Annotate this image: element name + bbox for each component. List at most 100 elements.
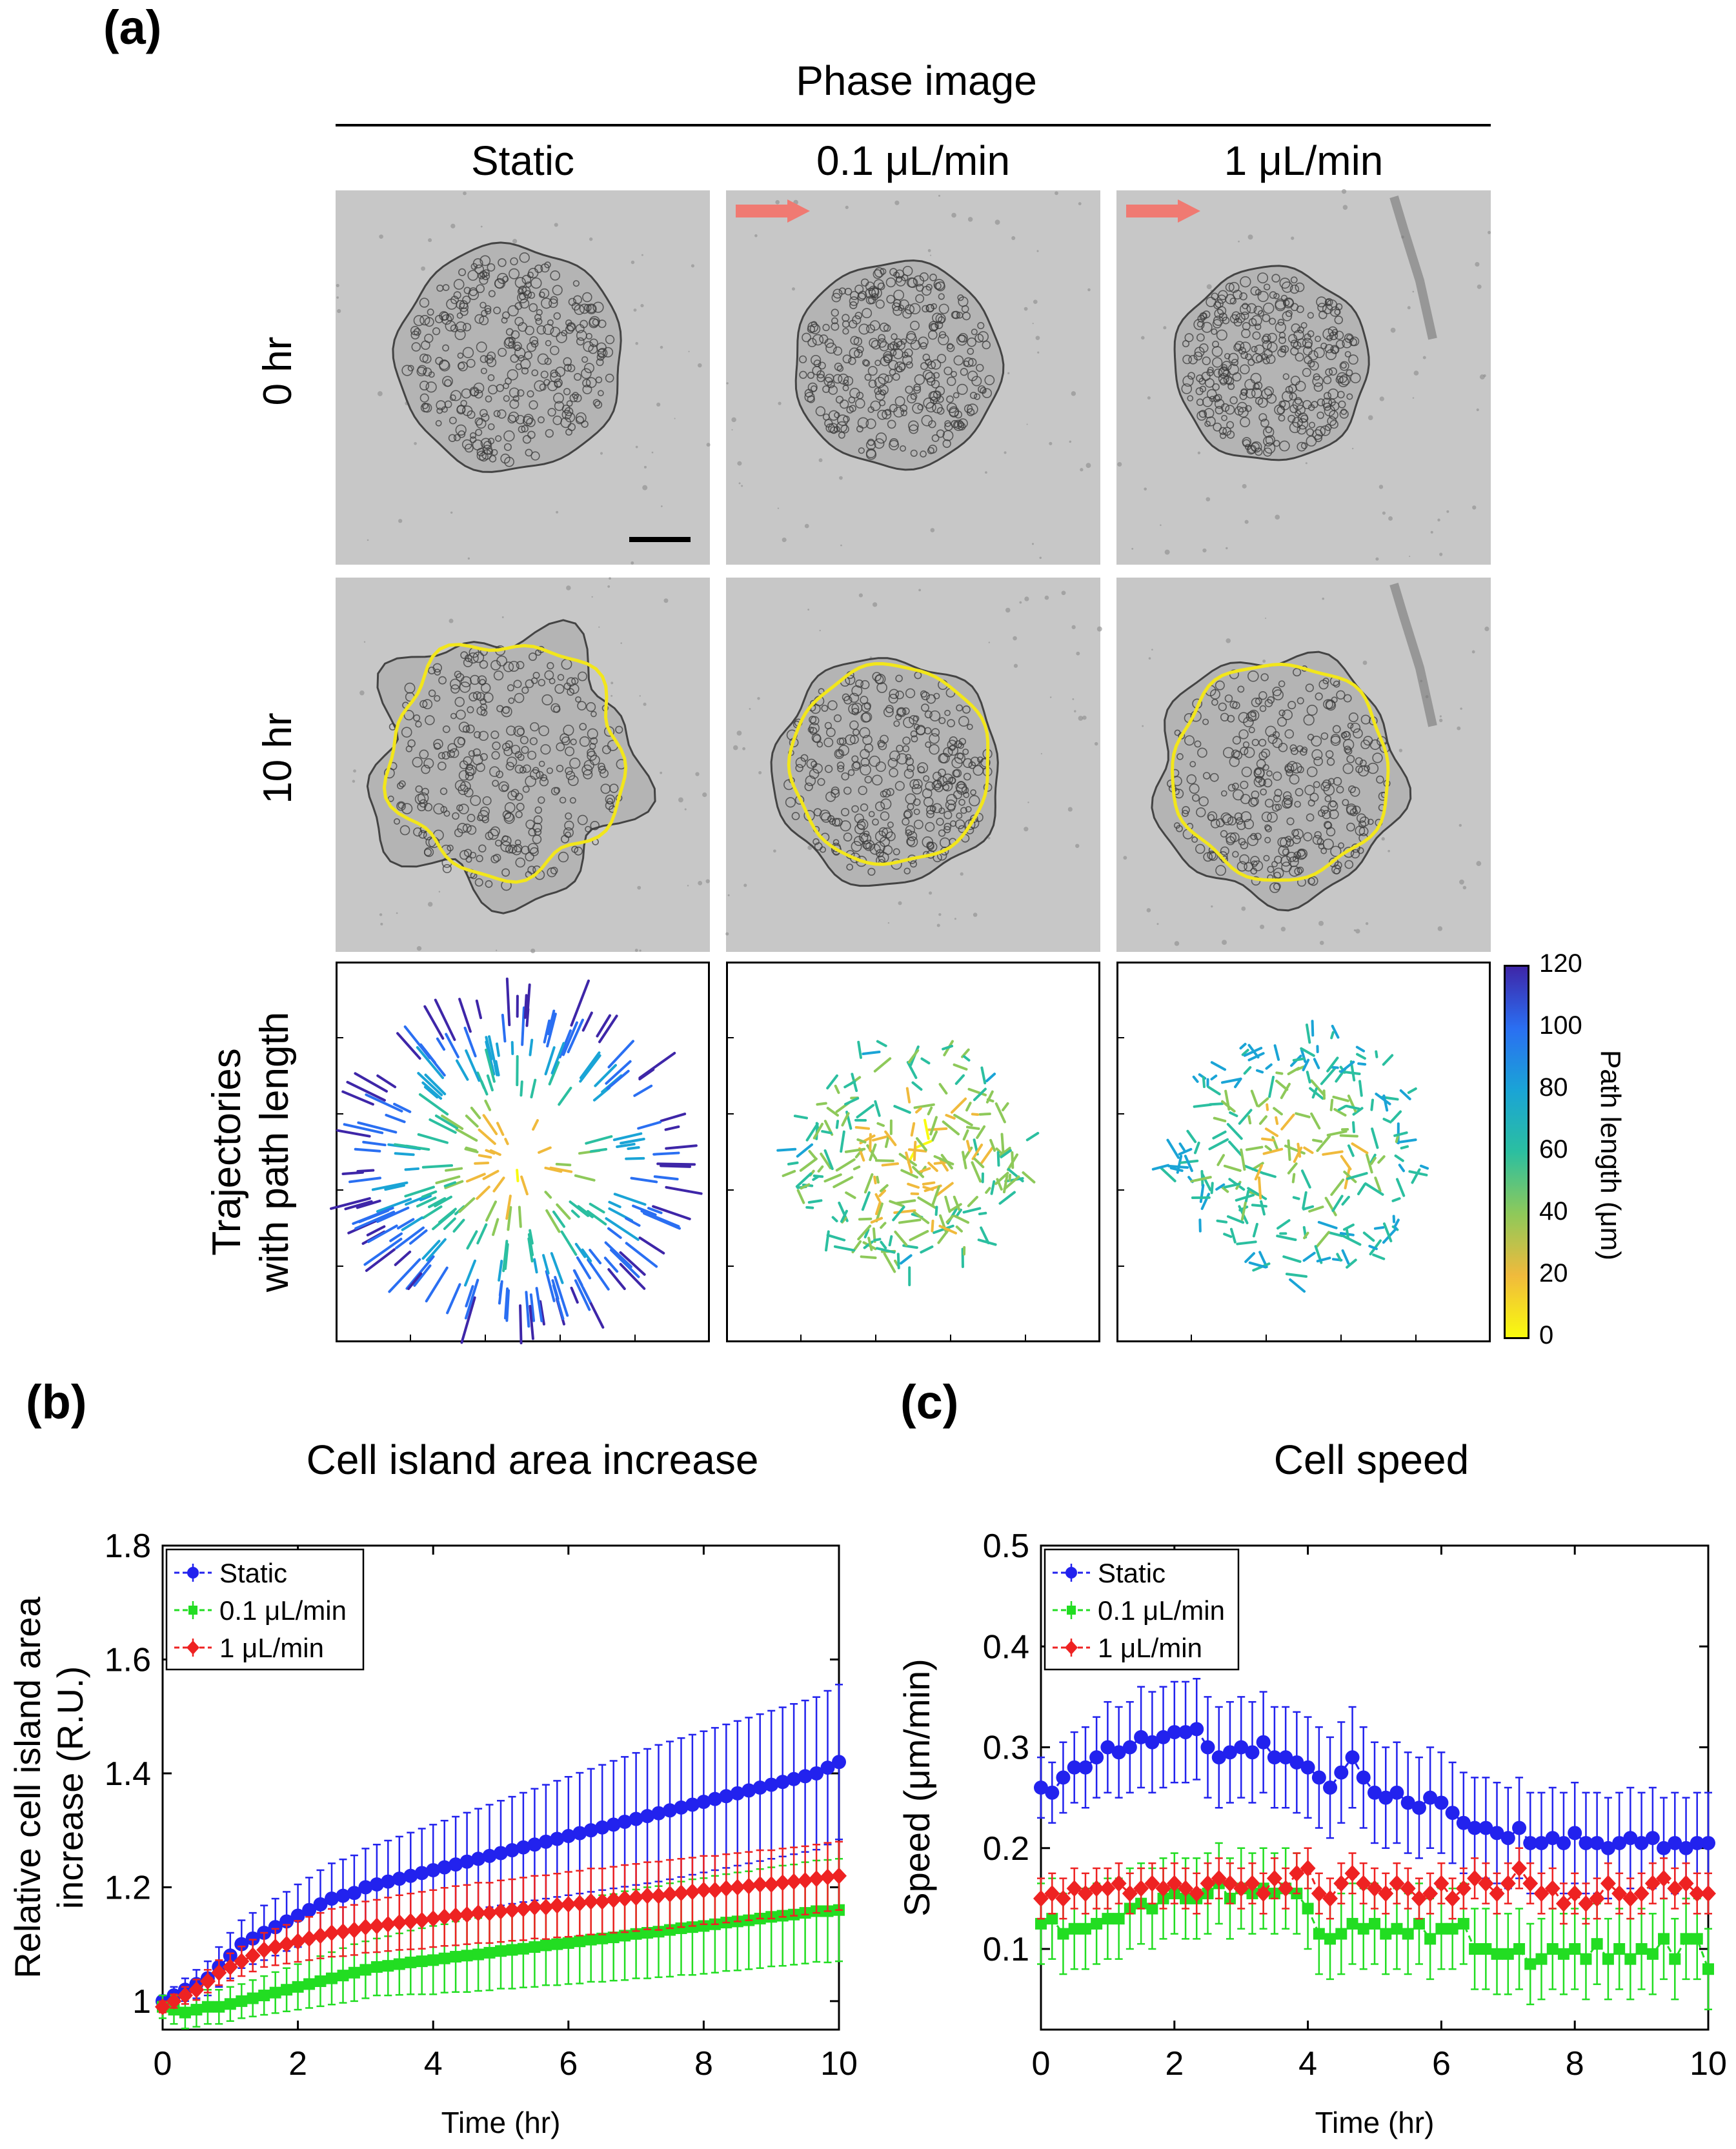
trajectory-track [570, 1209, 580, 1218]
micro-speck [495, 949, 498, 951]
micro-speck [775, 199, 780, 205]
micro-speck [930, 528, 935, 532]
cell [570, 738, 577, 745]
trajectory-track [1313, 1058, 1320, 1069]
micro-speck [660, 345, 663, 349]
cell [885, 277, 896, 288]
cell [615, 725, 623, 734]
trajectory-track [455, 1128, 478, 1142]
cell [961, 786, 969, 794]
cell [944, 822, 952, 831]
cell [966, 408, 975, 416]
cell [422, 699, 433, 710]
trajectory-track [1317, 1220, 1338, 1229]
micro-speck [421, 266, 425, 271]
micro-speck [1055, 191, 1058, 196]
cell [476, 692, 485, 701]
cell [433, 742, 441, 750]
micro-speck [1368, 415, 1373, 421]
cell [1329, 306, 1340, 317]
trajectory-track [421, 1205, 443, 1220]
micro-speck [1472, 505, 1477, 510]
cell [417, 365, 427, 375]
micro-speck [1488, 230, 1491, 234]
micro-speck [918, 589, 921, 592]
trajectory-track [787, 1161, 799, 1165]
colorbar-tick-label: 40 [1539, 1197, 1568, 1226]
trajectory-track [874, 1159, 894, 1162]
trajectory-track [425, 1051, 446, 1077]
cell [816, 370, 825, 379]
cell [476, 854, 483, 862]
cell [1278, 440, 1290, 452]
cell [594, 400, 603, 409]
cell [905, 688, 916, 698]
micro-speck [352, 780, 356, 783]
cell [1338, 400, 1346, 409]
cell [909, 303, 921, 315]
cell [817, 778, 825, 786]
cell [876, 682, 887, 693]
cell [887, 822, 894, 829]
data-point [1391, 1922, 1403, 1935]
micro-speck [754, 234, 758, 237]
trajectory-track [900, 1169, 918, 1179]
cell [875, 761, 886, 772]
cell [529, 336, 539, 345]
micro-speck [1080, 468, 1084, 472]
micro-speck [353, 769, 356, 773]
trajectory-track [465, 1115, 479, 1128]
cell [425, 381, 437, 393]
cell [463, 323, 472, 332]
cell [438, 752, 446, 760]
micro-speck [1238, 240, 1240, 243]
cell [516, 727, 525, 736]
cell [923, 775, 930, 782]
trajectory-track [854, 1125, 871, 1130]
cell [514, 843, 523, 853]
cell [1346, 369, 1353, 377]
cell [1263, 436, 1274, 447]
cell [1335, 339, 1345, 349]
cell [457, 737, 466, 745]
cell [1239, 292, 1247, 301]
cell [575, 696, 581, 703]
trajectory-track [996, 1151, 1000, 1167]
data-point [1356, 1770, 1371, 1785]
cell [503, 395, 510, 402]
cell [1248, 318, 1257, 327]
colorbar-tick-label: 20 [1539, 1259, 1568, 1287]
data-point [1411, 1801, 1426, 1815]
trajectory-track [922, 1181, 936, 1186]
trajectory-track [1340, 1155, 1352, 1171]
trajectory-track [1316, 1135, 1331, 1153]
cell [811, 354, 822, 366]
cell [597, 348, 608, 359]
trajectory-track [1396, 1138, 1417, 1144]
trajectory-track [544, 1191, 552, 1199]
trajectory-track [1011, 1151, 1014, 1169]
cell [480, 703, 488, 711]
cell [467, 814, 476, 822]
trajectory-track [1229, 1111, 1238, 1118]
micro-speck [1413, 370, 1419, 376]
cell [947, 343, 954, 350]
trajectory-track [416, 1046, 445, 1080]
cell [846, 863, 854, 871]
cell [1289, 392, 1297, 401]
cell [925, 822, 935, 832]
trajectory-track [1216, 1154, 1226, 1166]
cell [919, 272, 929, 282]
cell [498, 781, 510, 792]
cell [813, 808, 822, 817]
cell [944, 367, 953, 376]
cell [932, 803, 942, 814]
data-point [1046, 1913, 1058, 1925]
cell [963, 772, 971, 781]
trajectory-track [920, 1245, 934, 1254]
cell [843, 786, 852, 795]
cell [871, 293, 879, 301]
cell [487, 351, 496, 361]
cell [1204, 420, 1211, 427]
trajectory-track [950, 1097, 967, 1114]
